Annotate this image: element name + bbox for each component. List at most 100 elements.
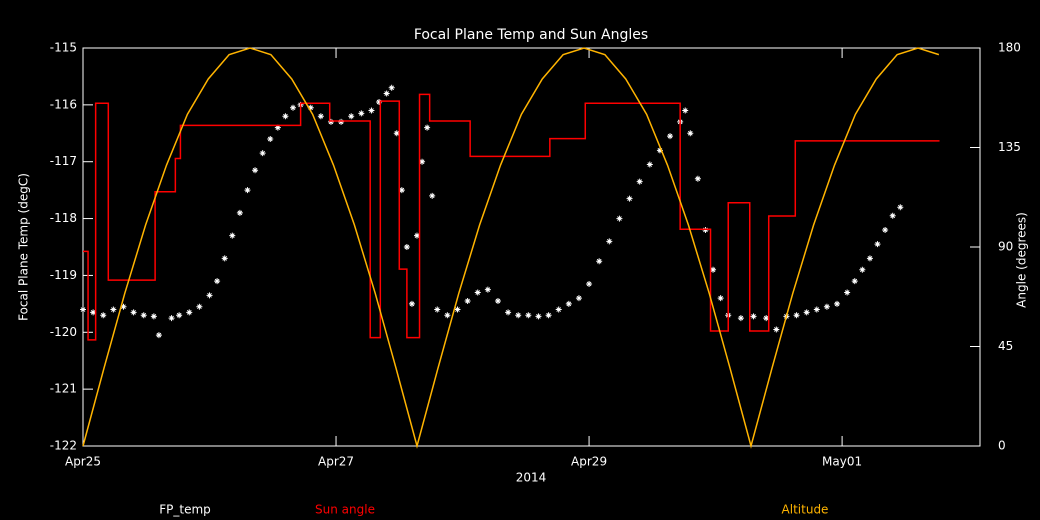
fp-temp-point [694, 175, 701, 182]
y2-tick-label: 180 [998, 41, 1021, 55]
x-tick-label: Apr25 [65, 455, 101, 469]
fp-temp-point [444, 312, 451, 319]
fp-temp-point [897, 204, 904, 211]
fp-temp-point [737, 315, 744, 322]
fp-temp-point [750, 313, 757, 320]
fp-temp-point [434, 306, 441, 313]
fp-temp-point [376, 99, 383, 106]
fp-temp-point [667, 133, 674, 140]
fp-temp-point [327, 118, 334, 125]
fp-temp-point [851, 278, 858, 285]
fp-temp-point [474, 289, 481, 296]
fp-temp-point [348, 113, 355, 120]
fp-temp-point [358, 110, 365, 117]
fp-temp-point [368, 107, 375, 114]
fp-temp-point [682, 107, 689, 114]
legend-entry: FP_temp [159, 503, 211, 517]
fp-temp-point [515, 312, 522, 319]
fp-temp-point [150, 313, 157, 320]
fp-temp-point [555, 306, 562, 313]
fp-temp-point [274, 124, 281, 131]
fp-temp-point [505, 309, 512, 316]
y-tick-label: -116 [50, 97, 77, 111]
fp-temp-point [687, 130, 694, 137]
fp-temp-point [403, 244, 410, 250]
fp-temp-point [464, 298, 471, 305]
fp-temp-point [236, 209, 243, 216]
fp-temp-point [252, 167, 259, 174]
fp-temp-point [525, 312, 532, 319]
fp-temp-point [90, 309, 97, 316]
fp-temp-point [454, 306, 461, 313]
plot-frame [82, 47, 981, 447]
fp-temp-point [186, 309, 193, 316]
fp-temp-point [282, 113, 289, 120]
fp-temp-point [290, 104, 297, 111]
y-tick-label: -119 [50, 268, 77, 282]
x-tick-label: May01 [822, 455, 862, 469]
fp-temp-point [793, 312, 800, 319]
legend-entry: Sun angle [315, 503, 375, 517]
fp-temp-point [398, 187, 405, 194]
fp-temp-point [763, 315, 770, 322]
fp-temp-point [393, 130, 400, 137]
fp-temp-point [717, 295, 724, 302]
fp-temp-point [859, 266, 866, 273]
fp-temp-point [866, 255, 873, 262]
fp-temp-point [773, 326, 780, 333]
fp-temp-point [545, 312, 552, 319]
fp-temp-point [429, 192, 436, 199]
fp-temp-point [596, 258, 603, 265]
y-tick-label: -115 [50, 41, 77, 55]
fp-temp-point [889, 212, 896, 219]
fp-temp-point [646, 161, 653, 168]
y2-tick-label: 90 [998, 240, 1013, 254]
fp-temp-point [80, 306, 86, 313]
fp-temp-point [168, 315, 175, 322]
fp-temp-point [586, 280, 593, 287]
x-axis-label: 2014 [516, 471, 547, 485]
y-axis-label: Focal Plane Temp (degC) [17, 173, 31, 321]
y2-axis-label: Angle (degrees) [1015, 212, 1029, 308]
y-tick-label: -122 [50, 439, 77, 453]
fp-temp-point [834, 300, 841, 307]
fp-temp-point [606, 238, 613, 245]
fp-temp-point [244, 187, 251, 194]
fp-temp-point [616, 215, 623, 222]
series-line [83, 93, 940, 341]
y2-tick-label: 0 [998, 439, 1006, 453]
fp-temp-point [196, 303, 203, 310]
y2-tick-label: 135 [998, 140, 1021, 154]
fp-temp-point [656, 147, 663, 154]
fp-temp-point [317, 113, 324, 120]
y-tick-label: -117 [50, 154, 77, 168]
fp-temp-point [338, 118, 345, 125]
fp-temp-point [221, 255, 228, 262]
fp-temp-point [419, 158, 426, 165]
fp-temp-point [424, 124, 431, 131]
fp-temp-point [484, 286, 491, 293]
fp-temp-point [140, 312, 147, 319]
x-tick-label: Apr27 [318, 455, 354, 469]
fp-temp-point [229, 232, 236, 239]
y-tick-label: -121 [50, 382, 77, 396]
fp-temp-point [176, 312, 183, 319]
fp-temp-point [823, 303, 830, 310]
fp-temp-point [130, 309, 137, 316]
x-tick-label: Apr29 [571, 455, 607, 469]
fp-temp-point [206, 292, 213, 299]
fp-temp-point [535, 313, 542, 320]
fp-temp-point [626, 195, 633, 202]
fp-temp-point [155, 332, 162, 339]
fp-temp-point [214, 278, 221, 285]
fp-temp-point [803, 309, 810, 316]
fp-temp-point [844, 289, 851, 296]
fp-temp-point [882, 226, 889, 233]
fp-temp-point [383, 90, 390, 97]
fp-temp-point [636, 178, 643, 185]
fp-temp-point [813, 306, 820, 313]
y-tick-label: -120 [50, 325, 77, 339]
fp-temp-point [494, 298, 501, 305]
fp-temp-point [408, 300, 415, 307]
